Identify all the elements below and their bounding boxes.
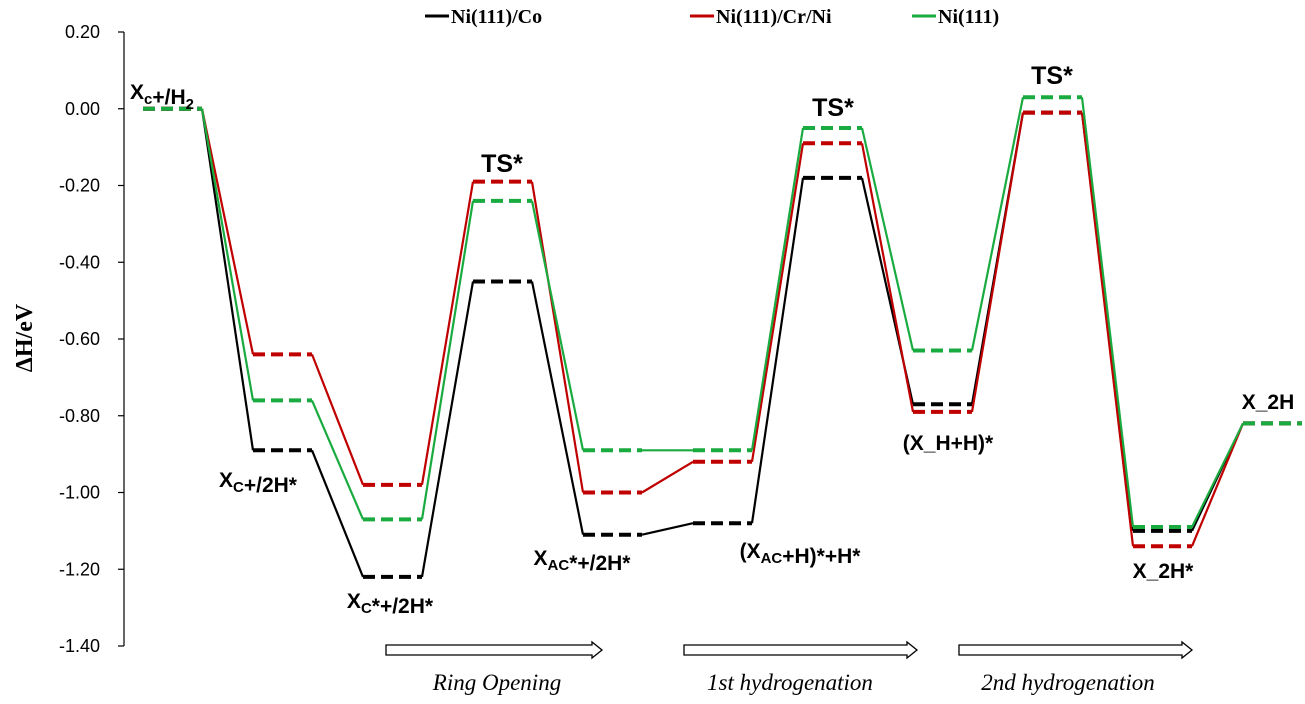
connector-line xyxy=(530,200,585,451)
state-label: X_2H* xyxy=(1133,560,1195,583)
state-label: XC+/2H* xyxy=(219,469,298,497)
connector-line xyxy=(1190,423,1245,547)
connector-line xyxy=(200,108,255,355)
phase-label: 2nd hydrogenation xyxy=(981,670,1155,695)
legend-label: Ni(111)/Cr/Ni xyxy=(716,6,832,28)
y-axis-label: ΔH/eV xyxy=(12,303,38,372)
y-tick-label: 0.20 xyxy=(65,22,100,42)
connector-line xyxy=(750,127,805,451)
connector-line xyxy=(750,177,805,524)
y-tick-label: -1.20 xyxy=(59,559,100,579)
phase-arrow-2: 2nd hydrogenation xyxy=(958,640,1194,695)
connector-line xyxy=(200,108,255,451)
legend-item-0: Ni(111)/Co xyxy=(425,6,542,28)
connector-line xyxy=(530,281,585,535)
connector-line xyxy=(641,460,694,494)
state-label: XC*+/2H* xyxy=(347,590,434,618)
connector-line xyxy=(860,127,915,351)
state-label: TS* xyxy=(1031,62,1073,90)
state-labels: Xc+/H2 XC+/2H* XC*+/2H* TS* XAC*+/2H* (XAC+H)… xyxy=(130,62,1294,618)
state-label: TS* xyxy=(481,150,523,178)
state-label: Xc+/H2 xyxy=(130,81,194,113)
connector-line xyxy=(750,143,805,462)
connector-line xyxy=(310,449,365,578)
legend-label: Ni(111)/Co xyxy=(451,6,542,28)
legend-item-1: Ni(111)/Cr/Ni xyxy=(690,6,832,28)
y-axis: 0.20 0.00 -0.20 -0.40 -0.60 -0.80 -1.00 -1.20 -1… xyxy=(59,22,125,656)
connector-line xyxy=(420,281,475,578)
series-1 xyxy=(143,106,1302,549)
right-arrow-icon xyxy=(385,640,604,660)
phase-label: 1st hydrogenation xyxy=(707,670,873,695)
y-tick-label: 0.00 xyxy=(65,99,100,119)
connector-line xyxy=(530,181,585,493)
connector-line xyxy=(1080,97,1135,528)
state-label: X_2H xyxy=(1242,391,1295,414)
y-tick-label: -0.40 xyxy=(59,252,100,272)
right-arrow-icon xyxy=(683,640,919,660)
phase-label: Ring Opening xyxy=(432,670,561,695)
phase-arrows: Ring Opening 1st hydrogenation 2nd hydroge… xyxy=(385,640,1194,695)
connector-line xyxy=(420,200,475,520)
connector-line xyxy=(1080,112,1135,547)
legend-item-2: Ni(111) xyxy=(912,6,999,28)
y-tick-label: -1.00 xyxy=(59,483,100,503)
connector-line xyxy=(420,181,475,486)
right-arrow-icon xyxy=(958,640,1194,660)
y-tick-label: -0.60 xyxy=(59,329,100,349)
y-tick-label: -0.20 xyxy=(59,176,100,196)
connector-line xyxy=(310,353,365,486)
connector-line xyxy=(970,112,1025,413)
connector-line xyxy=(641,522,694,536)
state-label: (XAC+H)*+H* xyxy=(740,540,862,568)
series-2 xyxy=(143,95,1302,530)
connector-line xyxy=(310,399,365,520)
state-label: XAC*+/2H* xyxy=(534,547,632,575)
state-label: (X_H+H)* xyxy=(903,432,994,455)
phase-arrow-1: 1st hydrogenation xyxy=(683,640,919,695)
series-layer xyxy=(143,95,1302,579)
legend-label: Ni(111) xyxy=(938,6,999,28)
y-tick-label: -0.80 xyxy=(59,406,100,426)
phase-arrow-0: Ring Opening xyxy=(385,640,604,695)
connector-line xyxy=(200,108,255,401)
state-label: TS* xyxy=(812,94,854,122)
connector-line xyxy=(1191,422,1244,528)
connector-line xyxy=(860,143,915,413)
legend: Ni(111)/Co Ni(111)/Cr/Ni Ni(111) xyxy=(425,6,999,28)
y-tick-label: -1.40 xyxy=(59,636,100,656)
connector-line xyxy=(970,97,1025,351)
